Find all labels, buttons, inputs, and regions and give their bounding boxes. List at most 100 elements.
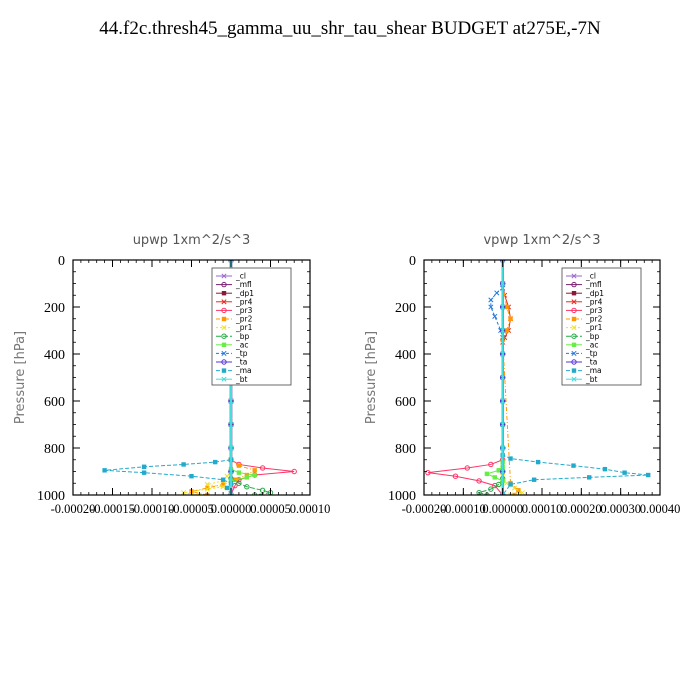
y-tick-label: 1000: [388, 489, 416, 504]
data-point-bt-4-b: [500, 351, 506, 357]
data-point-ma-7: [646, 472, 651, 478]
data-point-bt-3-b: [500, 327, 506, 334]
legend-marker-dp1: [221, 291, 227, 296]
data-point-bt-7-b: [500, 421, 506, 428]
data-point-pr2-3: [504, 328, 509, 333]
data-point-bp-3: [244, 484, 250, 490]
legend-label-pr4: _pr4: [585, 297, 603, 306]
data-point-pr3-3: [259, 465, 266, 471]
data-point-bt-7-b: [228, 421, 234, 428]
legend-label-pr1: _pr1: [585, 323, 603, 332]
x-tick-label: 0.00020: [561, 502, 602, 516]
data-point-ma-3: [535, 459, 541, 465]
data-point-ma-10: [508, 482, 513, 487]
data-point-ac-2: [236, 470, 242, 475]
data-point-ma-8: [220, 477, 226, 482]
legend-marker-pr4-b: [221, 299, 227, 305]
legend-marker-pr2: [571, 316, 577, 322]
data-point-pr3-4: [425, 469, 431, 476]
data-point-pr1-5: [507, 492, 512, 495]
data-point-pr2-4: [244, 472, 249, 478]
data-point-pr2-2: [508, 316, 513, 321]
data-point-ma-8: [587, 475, 592, 480]
data-point-pr3-6: [476, 478, 482, 484]
legend-label-ma: _ma: [235, 366, 252, 375]
data-point-bt-0-b: [228, 260, 232, 263]
data-point-bt-8-b: [228, 445, 234, 451]
legend-label-pr3: _pr3: [585, 306, 603, 315]
legend-marker-bt-b: [221, 376, 227, 382]
data-point-pr3-3: [464, 465, 470, 471]
data-point-ma-4: [141, 464, 147, 469]
legend-label-pr2: _pr2: [585, 315, 603, 324]
data-point-bp-2: [496, 481, 502, 488]
data-point-pr1-2-b: [224, 473, 230, 479]
legend-marker-cl-b: [221, 273, 227, 279]
legend-label-ma: _ma: [585, 366, 602, 375]
data-point-bt-1-b: [500, 280, 506, 287]
legend-marker-ta: [221, 359, 227, 365]
legend-marker-pr3: [221, 307, 227, 314]
legend-label-pr4: _pr4: [235, 297, 253, 306]
data-point-ac-3: [252, 472, 257, 478]
data-point-ma-5: [102, 468, 107, 473]
x-tick-label: -0.00005: [169, 502, 214, 516]
legend-label-ac: _ac: [235, 340, 248, 349]
data-point-pr1-5-b: [509, 492, 514, 495]
x-tick-label: -0.00020: [51, 502, 96, 516]
legend-marker-cl-b: [571, 273, 577, 279]
right-chart-panel: vpwp 1xm^2/s^3 Pressure [hPa] 0 200 400 600 80…: [364, 233, 680, 516]
y-tick-label: 600: [44, 395, 65, 410]
legend-label-mfl: _mfl: [235, 280, 252, 289]
series-line-pr2: [502, 283, 520, 495]
data-point-pr1-8: [196, 492, 201, 495]
legend-label-cl: _cl: [235, 272, 246, 281]
legend-label-dp1: _dp1: [585, 289, 604, 298]
chart-title: upwp 1xm^2/s^3: [133, 233, 251, 248]
data-point-pr2-2: [236, 463, 242, 468]
legend-marker-ac: [571, 342, 577, 347]
legend-label-dp1: _dp1: [235, 289, 254, 298]
legend-marker-ma: [221, 368, 227, 373]
legend-marker-tp-b: [571, 350, 577, 356]
y-tick-label: 800: [395, 442, 416, 457]
data-point-pr3-7: [232, 482, 238, 489]
legend-label-tp: _tp: [235, 349, 248, 358]
data-point-pr3-5: [452, 473, 459, 479]
y-tick-label: 400: [44, 348, 65, 363]
data-point-pr2-7: [205, 485, 210, 491]
data-point-pr1-4-b: [204, 481, 210, 487]
legend-marker-bp: [221, 333, 227, 339]
legend-marker-ta: [571, 359, 577, 365]
data-point-ma-2: [213, 459, 218, 465]
left-chart-panel: upwp 1xm^2/s^3 Pressure [hPa] 0 200 400 600 80…: [13, 233, 330, 516]
legend-label-bp: _bp: [235, 332, 250, 341]
data-point-ma-6: [622, 470, 627, 475]
page-title: 44.f2c.thresh45_gamma_uu_shr_tau_shear B…: [99, 18, 601, 39]
x-tick-label: -0.00010: [441, 502, 486, 516]
series-line-pr3: [427, 448, 504, 495]
legend-label-ta: _ta: [235, 358, 247, 367]
legend-label-bp: _bp: [585, 332, 600, 341]
legend-label-mfl: _mfl: [585, 280, 602, 289]
x-tick-label: -0.00015: [90, 502, 135, 516]
data-point-tp-4-b: [492, 313, 498, 319]
data-point-bt-6-b: [228, 398, 234, 404]
data-point-ma-6: [141, 470, 147, 475]
data-point-bt-8-b: [500, 445, 506, 451]
data-point-bt-9-b: [500, 468, 506, 475]
series-line-bp: [477, 471, 504, 495]
legend-marker-mfl: [571, 281, 577, 288]
data-point-pr2-7: [512, 492, 517, 495]
legend-label-ac: _ac: [585, 340, 598, 349]
x-tick-label: 0.00010: [290, 502, 331, 516]
legend-label-pr2: _pr2: [235, 315, 253, 324]
legend-label-cl: _cl: [585, 272, 596, 281]
y-axis-label: Pressure [hPa]: [13, 331, 28, 424]
data-point-pr2-3: [252, 468, 257, 473]
data-point-pr1-8-b: [198, 492, 202, 495]
legend-marker-pr3: [571, 307, 577, 314]
x-tick-label: 0.00000: [482, 502, 523, 516]
legend-marker-bt-b: [571, 376, 577, 382]
x-tick-label: 0.00010: [522, 502, 563, 516]
